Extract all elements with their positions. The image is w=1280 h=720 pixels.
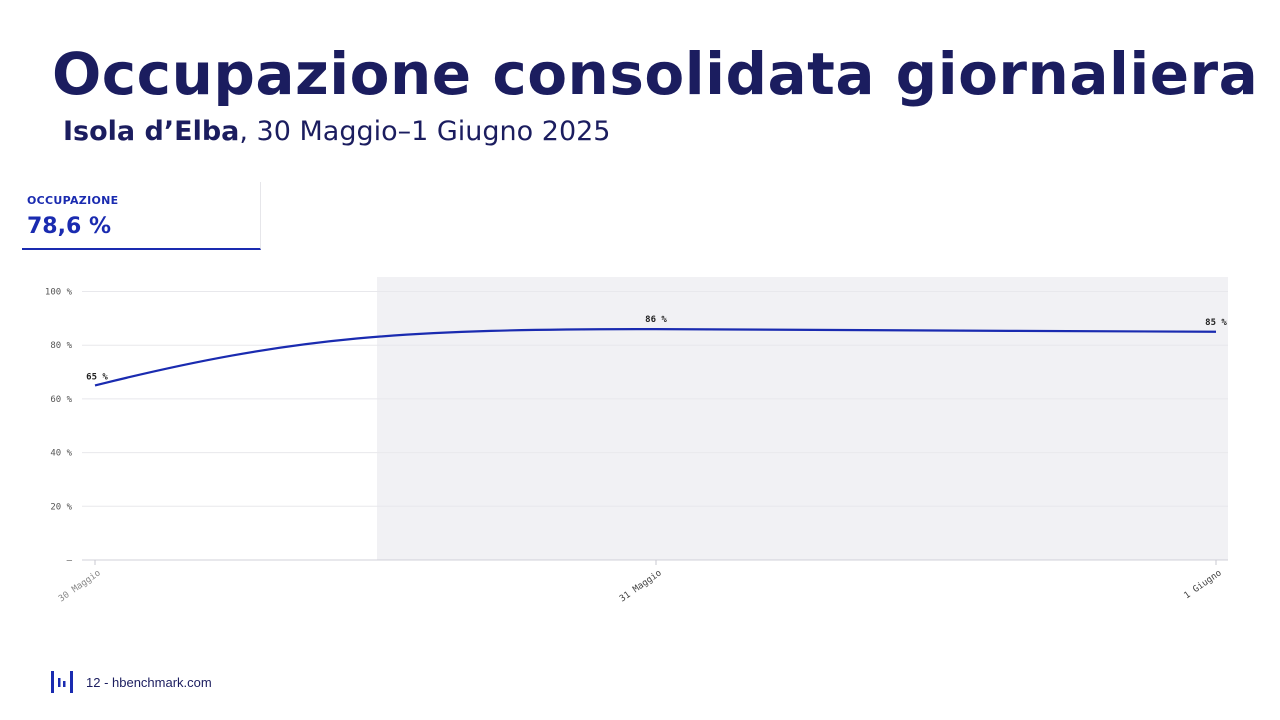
x-tick-label: 1 Giugno bbox=[1182, 568, 1223, 601]
shaded-region bbox=[377, 277, 1228, 560]
series-line bbox=[94, 327, 1217, 387]
page-subtitle: Isola d’Elba, 30 Maggio–1 Giugno 2025 bbox=[63, 116, 610, 147]
data-label: 86 % bbox=[645, 315, 667, 325]
x-tick-label: 30 Maggio bbox=[57, 568, 103, 604]
x-tick-label: 31 Maggio bbox=[618, 568, 664, 604]
data-label: 85 % bbox=[1205, 318, 1227, 328]
footer-text: 12 - hbenchmark.com bbox=[86, 674, 212, 690]
data-label: 65 % bbox=[86, 372, 108, 382]
page-title: Occupazione consolidata giornaliera bbox=[52, 40, 1259, 108]
date-range: , 30 Maggio–1 Giugno 2025 bbox=[239, 116, 611, 147]
footer: 12 - hbenchmark.com bbox=[50, 670, 212, 694]
y-tick-label: 100 % bbox=[45, 288, 73, 298]
y-tick-label: – bbox=[67, 556, 73, 566]
y-tick-label: 20 % bbox=[50, 502, 72, 512]
location-name: Isola d’Elba bbox=[63, 116, 240, 147]
occupancy-line-chart: – 20 % 40 % 60 % 80 % 100 % 30 Maggio 31 Maggio… bbox=[45, 277, 1228, 604]
hbenchmark-logo-icon bbox=[51, 671, 73, 693]
y-tick-label: 80 % bbox=[50, 341, 72, 351]
kpi-label: OCCUPAZIONE bbox=[27, 194, 119, 207]
y-tick-label: 40 % bbox=[50, 449, 72, 459]
y-tick-label: 60 % bbox=[50, 395, 72, 405]
occupancy-kpi-card: OCCUPAZIONE 78,6 % bbox=[22, 182, 261, 250]
kpi-value: 78,6 % bbox=[27, 214, 111, 239]
